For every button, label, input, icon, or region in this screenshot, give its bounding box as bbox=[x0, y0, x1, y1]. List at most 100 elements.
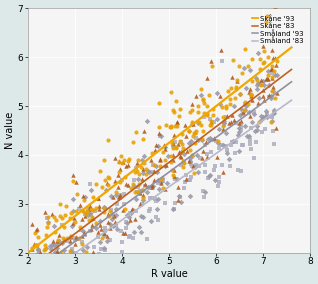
Point bbox=[182, 123, 187, 127]
Point bbox=[112, 220, 117, 224]
Point bbox=[71, 216, 76, 220]
Point bbox=[172, 133, 177, 138]
Point bbox=[189, 119, 194, 124]
Point bbox=[217, 102, 222, 106]
Point bbox=[53, 218, 58, 223]
Point bbox=[260, 115, 266, 119]
Point bbox=[104, 239, 109, 244]
Point bbox=[269, 114, 274, 119]
Point bbox=[87, 181, 93, 186]
Point bbox=[149, 219, 154, 224]
Point bbox=[146, 168, 151, 173]
Point bbox=[158, 181, 163, 185]
Point bbox=[49, 242, 54, 247]
Point bbox=[133, 217, 138, 221]
Point bbox=[188, 139, 193, 143]
Point bbox=[248, 126, 253, 131]
Point bbox=[130, 139, 135, 144]
Point bbox=[89, 215, 94, 220]
Y-axis label: N value: N value bbox=[5, 112, 15, 149]
Point bbox=[248, 114, 253, 118]
Point bbox=[190, 102, 195, 106]
Point bbox=[196, 121, 201, 126]
Point bbox=[142, 154, 147, 158]
Point bbox=[102, 178, 107, 182]
Point bbox=[60, 236, 66, 241]
Point bbox=[42, 262, 47, 267]
Point bbox=[99, 227, 104, 231]
Point bbox=[190, 154, 195, 159]
Point bbox=[147, 209, 152, 214]
Point bbox=[224, 144, 229, 149]
Point bbox=[101, 246, 106, 250]
Point bbox=[80, 242, 85, 247]
Point bbox=[61, 237, 66, 242]
Point bbox=[140, 187, 145, 192]
Point bbox=[157, 157, 162, 161]
Point bbox=[100, 185, 105, 189]
Point bbox=[89, 255, 94, 260]
Point bbox=[43, 210, 48, 215]
Point bbox=[273, 126, 278, 131]
Point bbox=[67, 233, 73, 238]
Point bbox=[273, 95, 278, 100]
Point bbox=[206, 93, 211, 97]
Point bbox=[93, 280, 98, 284]
Point bbox=[79, 256, 84, 260]
Point bbox=[75, 235, 80, 240]
Point bbox=[147, 170, 152, 174]
Point bbox=[205, 75, 210, 80]
Point bbox=[176, 185, 181, 189]
Point bbox=[174, 120, 179, 124]
Point bbox=[54, 246, 59, 250]
Point bbox=[33, 266, 38, 271]
Point bbox=[130, 181, 135, 186]
Point bbox=[93, 182, 99, 187]
Point bbox=[149, 185, 155, 190]
Point bbox=[192, 170, 197, 175]
Point bbox=[183, 134, 189, 138]
Point bbox=[82, 231, 87, 236]
Point bbox=[168, 125, 173, 129]
Point bbox=[67, 249, 73, 254]
Point bbox=[265, 77, 270, 81]
Point bbox=[253, 75, 259, 80]
Point bbox=[119, 178, 124, 182]
Point bbox=[103, 226, 108, 230]
Point bbox=[240, 143, 245, 147]
Point bbox=[177, 114, 182, 118]
Point bbox=[68, 273, 73, 278]
Point bbox=[220, 169, 225, 174]
Point bbox=[235, 168, 240, 172]
Point bbox=[153, 197, 158, 202]
Point bbox=[64, 239, 69, 243]
Point bbox=[269, 71, 274, 75]
Point bbox=[116, 173, 121, 178]
Point bbox=[232, 96, 238, 101]
Point bbox=[156, 181, 161, 186]
Point bbox=[161, 150, 166, 154]
Point bbox=[117, 192, 122, 197]
Point bbox=[140, 196, 145, 200]
Point bbox=[114, 206, 119, 211]
Point bbox=[210, 137, 215, 142]
Point bbox=[96, 196, 101, 200]
Point bbox=[264, 76, 269, 80]
Point bbox=[76, 206, 81, 211]
Point bbox=[200, 155, 205, 160]
Point bbox=[186, 141, 191, 145]
Point bbox=[35, 251, 40, 256]
Point bbox=[72, 242, 77, 246]
Point bbox=[221, 124, 226, 129]
Point bbox=[35, 227, 40, 231]
Point bbox=[87, 206, 92, 211]
Point bbox=[57, 214, 62, 219]
Point bbox=[82, 198, 87, 203]
Point bbox=[237, 126, 242, 130]
Point bbox=[183, 173, 188, 178]
Point bbox=[248, 94, 253, 99]
Point bbox=[144, 237, 149, 241]
Point bbox=[78, 203, 83, 207]
Point bbox=[270, 114, 275, 118]
Point bbox=[126, 156, 131, 161]
